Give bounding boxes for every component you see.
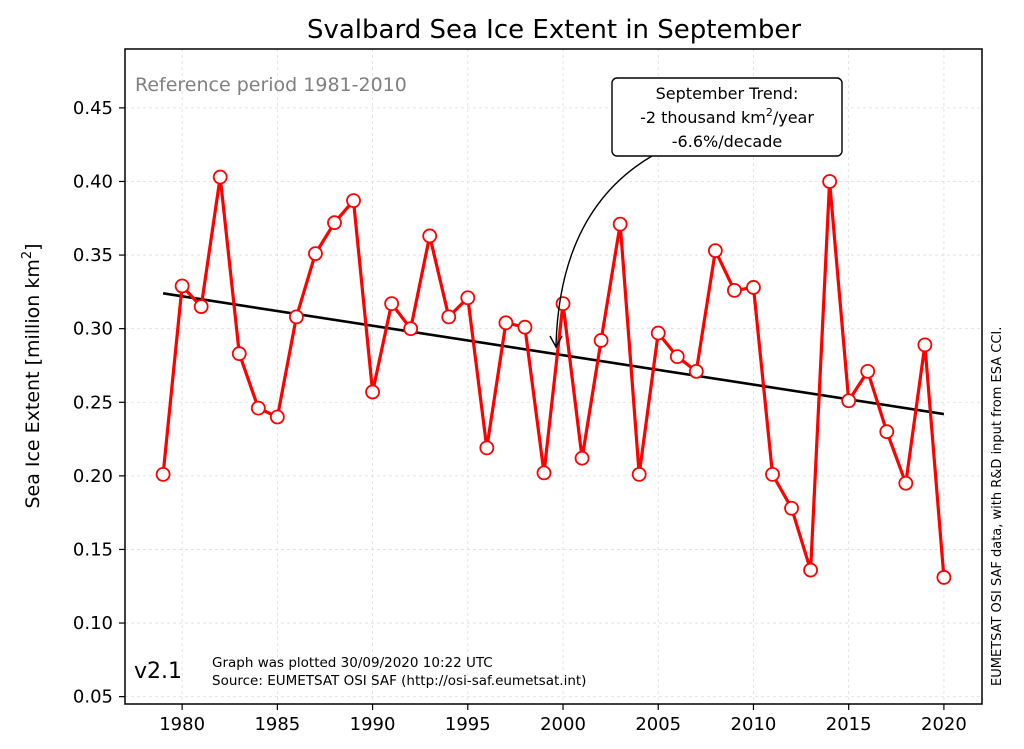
data-point [860,363,876,379]
data-point [688,363,704,379]
y-tick-label: 0.45 [73,98,113,119]
annotation-line-3: -6.6%/decade [672,132,782,151]
source-text: Source: EUMETSAT OSI SAF (http://osi-saf… [212,673,586,689]
data-point [288,309,304,325]
data-credit-note: EUMETSAT OSI SAF data, with R&D input fr… [990,327,1005,686]
plotted-date-text: Graph was plotted 30/09/2020 10:22 UTC [212,655,493,671]
annotation-line-2: -2 thousand km2/year [640,106,814,127]
data-point [212,169,228,185]
x-tick-label: 1980 [159,714,205,735]
annotation-arrow [555,155,653,346]
data-point [879,424,895,440]
data-point [727,282,742,298]
data-point [746,280,761,295]
data-point [441,309,457,325]
x-tick-label: 2020 [921,714,967,735]
y-tick-label: 0.25 [73,392,113,413]
y-tick-label: 0.05 [73,687,113,708]
data-point [784,500,799,516]
x-tick-label: 2005 [635,714,681,735]
y-tick-label: 0.15 [73,539,113,560]
data-point [250,400,266,416]
y-tick-label: 0.30 [73,319,113,340]
data-point [269,409,285,425]
data-point [479,440,495,456]
data-point [346,193,361,209]
data-point [841,393,857,409]
data-point [174,278,190,294]
data-point [803,562,818,578]
data-point [403,321,419,337]
x-tick-label: 1990 [350,714,396,735]
data-point [536,465,552,481]
data-point [327,215,342,231]
data-point [517,319,533,335]
data-point [898,475,914,491]
data-point [231,346,247,362]
y-tick-label: 0.20 [73,466,113,487]
chart-title: Svalbard Sea Ice Extent in September [307,15,801,45]
grid [125,49,982,704]
data-point [384,296,400,312]
annotation-box [611,77,843,157]
x-axis: 1980 1985 1990 1995 2000 2005 2010 2015 2020 [159,704,967,735]
x-tick-label: 1995 [445,714,491,735]
trend-annotation: September Trend: -2 thousand km2/year -6… [549,77,843,349]
data-point [365,384,380,400]
data-point [822,174,838,189]
reference-period-text: Reference period 1981-2010 [135,74,407,96]
data-series [155,169,952,585]
data-point [308,246,323,261]
data-point [574,450,590,466]
extent-line [161,175,946,578]
data-point [707,243,723,259]
data-point [193,299,209,314]
annotation-arrowhead [549,335,563,349]
data-point [650,325,666,341]
data-point [765,466,780,482]
data-point [593,333,609,348]
data-point [498,315,514,331]
data-point [936,570,952,585]
data-point [631,466,647,482]
version-label: v2.1 [134,659,182,684]
y-tick-label: 0.10 [73,613,113,634]
x-tick-label: 2010 [731,714,777,735]
y-axis: 0.05 0.10 0.15 0.20 0.25 0.30 0.35 0.40 0.45 [73,98,125,708]
x-tick-label: 2015 [826,714,872,735]
annotation-line-1: September Trend: [656,84,799,103]
data-point [155,466,171,482]
data-point [669,349,685,365]
data-point [460,290,476,306]
data-point [612,216,628,232]
data-point [422,228,438,244]
data-point [917,337,933,353]
x-tick-label: 2000 [540,714,586,735]
y-tick-label: 0.35 [73,245,113,266]
y-tick-label: 0.40 [73,171,113,192]
plot-frame [124,48,983,705]
x-tick-label: 1985 [254,714,300,735]
y-axis-label: Sea Ice Extent [million km2] [20,243,44,508]
